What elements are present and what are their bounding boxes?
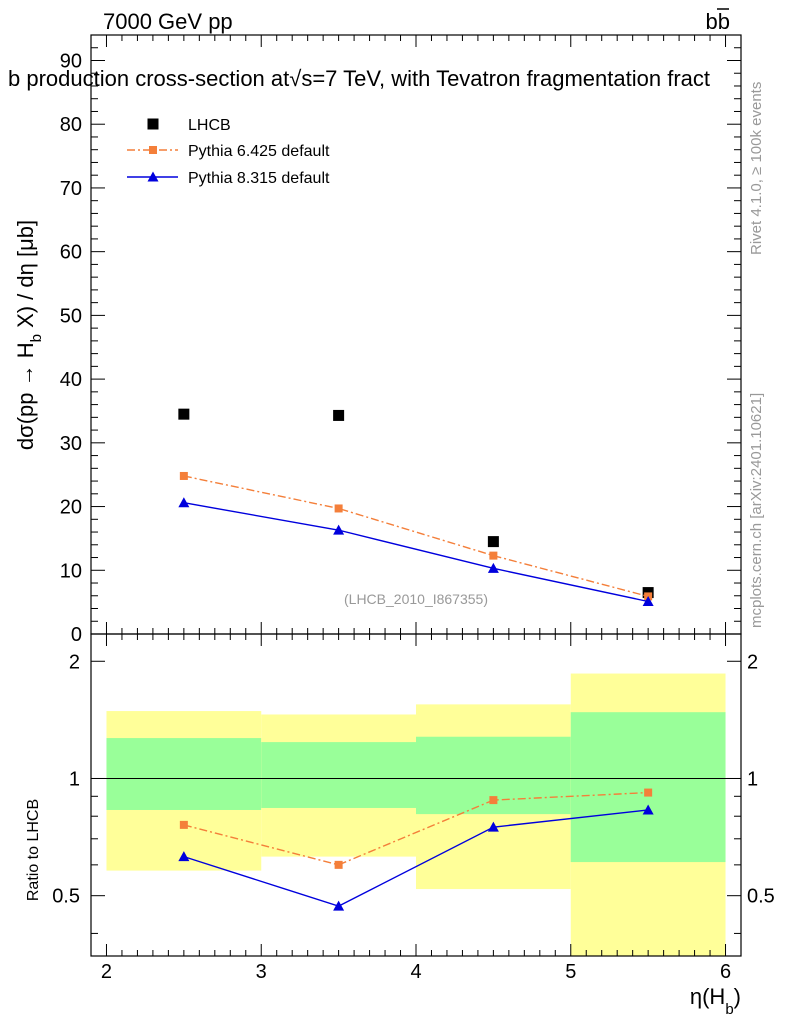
legend-lhcb-marker: [147, 118, 159, 130]
pythia6-ratio-point: [644, 788, 653, 797]
legend-pythia8-marker: [147, 171, 159, 182]
pythia6-main-point: [489, 551, 498, 560]
plot-frames: [90, 34, 742, 957]
pythia8-main-point: [642, 596, 654, 607]
ratio-y-tick-label-left: 0.5: [52, 886, 80, 908]
pythia6-main-point: [334, 504, 343, 513]
ratio-band-inner: [261, 742, 416, 808]
ratio-x-axis-label-part: ): [734, 984, 741, 1009]
main-y-tick-label: 20: [60, 497, 82, 519]
legend: LHCB Pythia 6.425 default Pythia 8.315 def…: [127, 117, 330, 187]
main-y-tick-label: 70: [60, 178, 82, 200]
main-y-tick-label: 60: [60, 242, 82, 264]
legend-label: Pythia 6.425 default: [188, 143, 330, 160]
legend-label: Pythia 8.315 default: [188, 170, 330, 187]
pythia8-ratio-line: [183, 809, 649, 907]
ratio-band-inner: [106, 738, 262, 810]
main-y-axis-label-part: dσ(pp → H: [13, 342, 38, 450]
plot-title: b production cross-section at√s=7 TeV, w…: [8, 66, 710, 91]
ratio-band-inner: [570, 712, 726, 863]
main-y-tick-label: 30: [60, 433, 82, 455]
x-tick-label: 5: [565, 961, 576, 983]
pythia6-main-line: [183, 475, 649, 598]
x-tick-label: 2: [101, 961, 112, 983]
main-y-axis-label: dσ(pp → Hb X) / dη [μb]: [13, 220, 45, 450]
ratio-x-axis-label-sub: b: [725, 1001, 733, 1018]
x-tick-label: 4: [410, 961, 421, 983]
pythia6-ratio-point: [334, 860, 343, 869]
x-tick-label: 6: [720, 961, 731, 983]
x-tick-label: 3: [256, 961, 267, 983]
pythia6-main-point: [179, 471, 188, 480]
ratio-y-tick-label-right: 0.5: [747, 886, 775, 908]
lhcb-data-point: [178, 408, 190, 420]
main-y-tick-label: 50: [60, 305, 82, 327]
ratio-y-axis-label: Ratio to LHCB: [25, 799, 42, 901]
main-y-tick-label: 40: [60, 369, 82, 391]
main-y-tick-label: 80: [60, 114, 82, 136]
legend-label: LHCB: [188, 117, 231, 134]
legend-pythia6-marker: [149, 146, 157, 154]
ratio-y-tick-label-left: 2: [69, 651, 80, 673]
mcplots-label: mcplots.cern.ch [arXiv:2401.10621]: [748, 393, 765, 628]
rivet-label: Rivet 4.1.0, ≥ 100k events: [748, 82, 765, 255]
ratio-y-tick-label-right: 1: [747, 768, 758, 790]
pythia8-ratio-point: [333, 900, 345, 911]
ratio-bands: [106, 673, 726, 956]
ratio-x-axis-label: η(Hb): [690, 984, 741, 1018]
header-left-label: 7000 GeV pp: [103, 9, 233, 34]
lhcb-data-point: [487, 536, 499, 548]
pythia8-main-point: [487, 562, 499, 573]
main-y-tick-label: 90: [60, 50, 82, 72]
ratio-y-tick-label-right: 2: [747, 651, 758, 673]
main-y-axis-label-part: X) / dη [μb]: [13, 220, 38, 334]
pythia6-ratio-line: [183, 791, 649, 866]
pythia8-main-point: [178, 497, 190, 508]
watermark-label: (LHCB_2010_I867355): [344, 591, 488, 607]
pythia6-ratio-point: [179, 820, 188, 829]
series-layer: [178, 408, 654, 911]
pythia8-main-point: [333, 524, 345, 535]
pythia8-ratio-point: [642, 804, 654, 815]
pythia6-ratio-point: [489, 796, 498, 805]
lhcb-data-point: [333, 409, 345, 421]
header-right-label: bb: [706, 9, 730, 34]
pythia8-main-line: [183, 502, 649, 603]
pythia8-ratio-point: [178, 851, 190, 862]
pythia8-ratio-point: [487, 821, 499, 832]
main-y-tick-label: 0: [71, 624, 82, 646]
main-y-axis-label-sub: b: [28, 334, 45, 342]
text-layer: 7000 GeV pp bb b production cross-sectio…: [8, 8, 775, 1018]
ratio-y-tick-label-left: 1: [69, 768, 80, 790]
ratio-x-axis-label-part: η(H: [690, 984, 725, 1009]
main-y-tick-label: 10: [60, 560, 82, 582]
